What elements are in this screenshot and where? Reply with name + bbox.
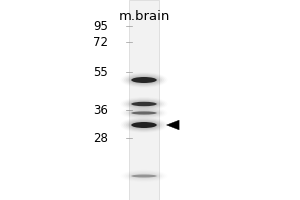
Ellipse shape [131,174,157,178]
Ellipse shape [128,120,160,130]
Text: 36: 36 [93,104,108,116]
Text: m.brain: m.brain [118,10,170,23]
Ellipse shape [131,77,157,83]
Polygon shape [167,120,179,130]
Text: 72: 72 [93,36,108,48]
Text: 95: 95 [93,20,108,32]
Ellipse shape [130,76,159,84]
Ellipse shape [130,101,159,107]
Bar [129,0,159,200]
Ellipse shape [131,102,157,106]
Ellipse shape [130,121,159,129]
Text: 55: 55 [93,66,108,78]
Ellipse shape [131,111,157,115]
Text: 28: 28 [93,132,108,144]
Ellipse shape [131,122,157,128]
Ellipse shape [128,75,160,85]
